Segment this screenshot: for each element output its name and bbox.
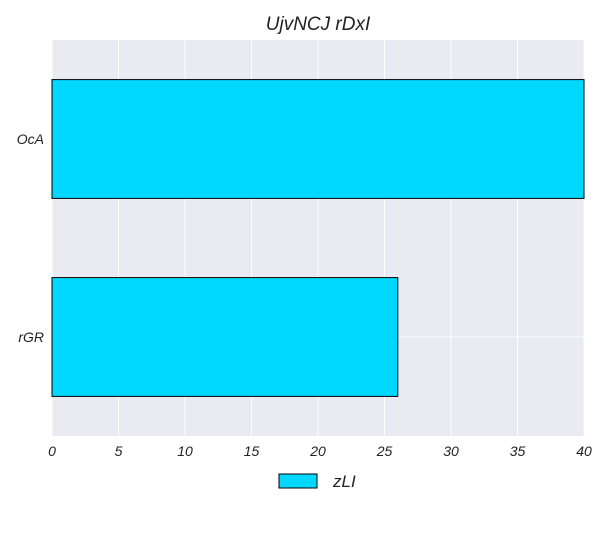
x-tick-label: 10	[177, 443, 193, 459]
legend: zLI	[278, 472, 356, 491]
x-tick-label: 30	[443, 443, 459, 459]
y-tick-labels: OcA rGR	[17, 131, 44, 345]
x-tick-label: 20	[309, 443, 326, 459]
x-tick-labels: 0 5 10 15 20 25 30 35 40	[48, 443, 592, 459]
legend-label-zli: zLI	[332, 472, 356, 491]
bars	[51, 79, 585, 397]
x-tick-label: 5	[115, 443, 123, 459]
y-tick-label: OcA	[17, 131, 44, 147]
chart-title: UjvNCJ rDxI	[266, 14, 371, 35]
legend-swatch	[278, 473, 318, 489]
x-tick-label: 35	[510, 443, 526, 459]
bar-oca	[51, 79, 585, 199]
x-tick-label: 40	[576, 443, 592, 459]
bar-rgr	[51, 277, 399, 397]
x-tick-label: 15	[244, 443, 260, 459]
x-tick-label: 25	[376, 443, 393, 459]
y-tick-label: rGR	[18, 329, 44, 345]
x-tick-label: 0	[48, 443, 56, 459]
